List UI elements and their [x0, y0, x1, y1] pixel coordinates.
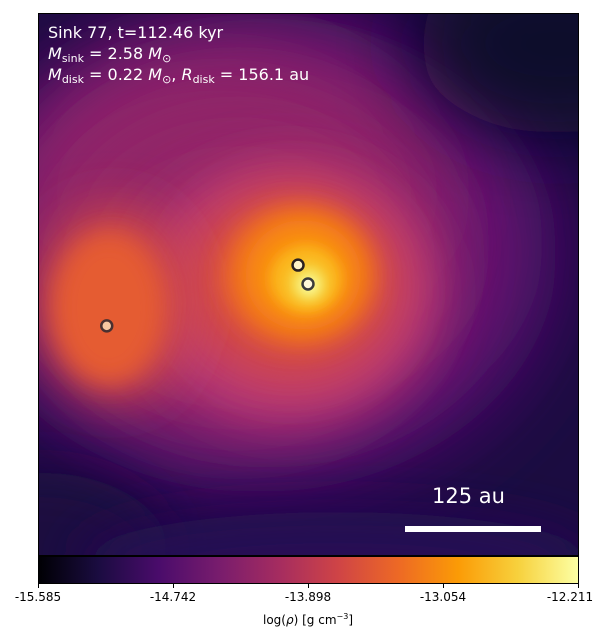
colorbar	[38, 556, 579, 584]
title-line-sink: Sink 77, t=112.46 kyr	[48, 22, 223, 43]
colorbar-tick	[443, 584, 444, 588]
colorbar-tick-label: -15.585	[14, 590, 62, 604]
scale-bar-label: 125 au	[432, 484, 505, 508]
colorbar-label: log(ρ) [g cm−3]	[263, 612, 353, 627]
sink-marker	[291, 258, 305, 272]
disk-mass-value: = 0.22	[83, 65, 149, 84]
colorbar-tick-label: -13.898	[284, 590, 332, 604]
density-map	[39, 14, 578, 555]
disk-mass-subscript: disk	[61, 73, 84, 86]
density-map-panel: Sink 77, t=112.46 kyr Msink = 2.58 M⊙ Md…	[38, 13, 579, 556]
disk-radius-subscript: disk	[192, 73, 215, 86]
disk-solar-mass-symbol: M	[148, 65, 163, 84]
colorbar-tick	[308, 584, 309, 588]
disk-radius-value: = 156.1 au	[214, 65, 310, 84]
colorbar-tick-label: -13.054	[419, 590, 467, 604]
solar-subscript: ⊙	[162, 52, 172, 65]
mass-symbol: M	[48, 44, 62, 63]
disk-solar-subscript: ⊙	[162, 73, 172, 86]
disk-radius-symbol: R	[181, 65, 193, 84]
colorbar-tick	[38, 584, 39, 588]
colorbar-label-prefix: log(	[263, 613, 286, 627]
colorbar-tick	[578, 584, 579, 588]
colorbar-tick-label: -14.742	[149, 590, 197, 604]
sink-marker	[100, 319, 114, 333]
colorbar-label-suffix: ]	[348, 613, 353, 627]
colorbar-tick	[173, 584, 174, 588]
scale-bar	[405, 526, 541, 532]
disk-mass-symbol: M	[48, 65, 62, 84]
rho-symbol: ρ	[285, 613, 294, 627]
colorbar-label-units: ) [g cm	[293, 613, 337, 627]
sink-mass-value: = 2.58	[83, 44, 149, 63]
separator: ,	[171, 65, 182, 84]
title-line-sink-mass: Msink = 2.58 M⊙	[48, 43, 171, 64]
sink-marker	[301, 277, 315, 291]
solar-mass-symbol: M	[148, 44, 163, 63]
colorbar-label-exponent: −3	[336, 612, 349, 621]
sink-title: Sink 77, t=112.46 kyr	[48, 23, 224, 42]
colorbar-tick-label: -12.211	[546, 590, 594, 604]
title-line-disk: Mdisk = 0.22 M⊙, Rdisk = 156.1 au	[48, 64, 309, 85]
mass-subscript: sink	[61, 52, 84, 65]
